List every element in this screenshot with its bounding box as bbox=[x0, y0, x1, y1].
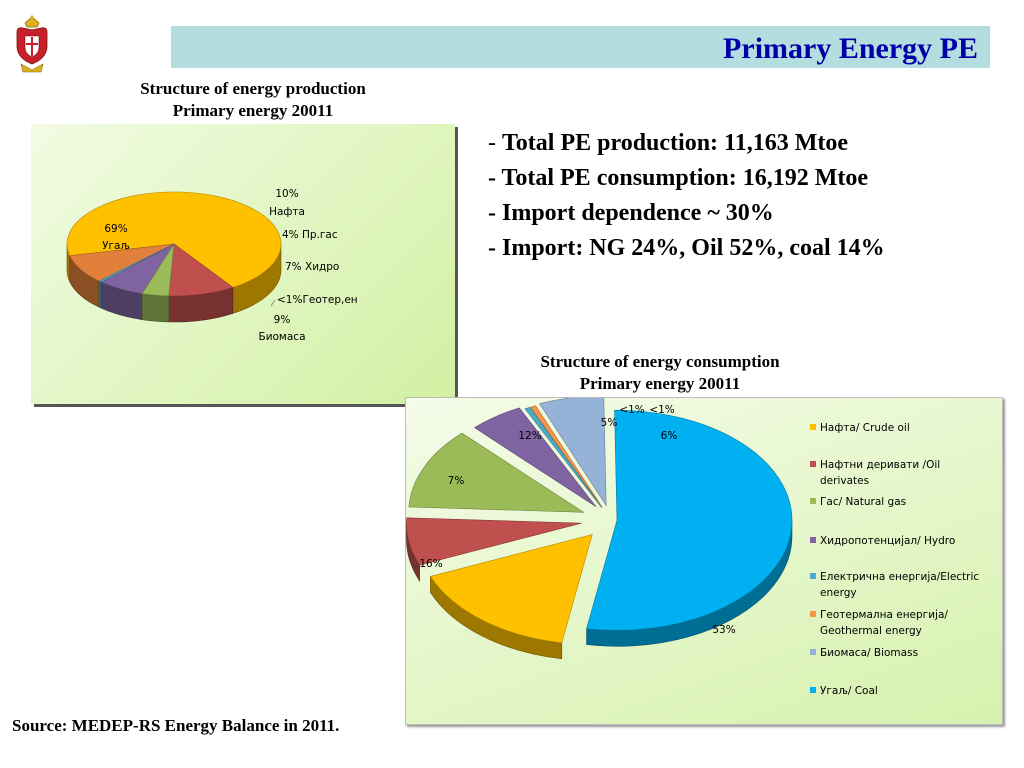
bullet-dash: - bbox=[488, 130, 502, 156]
consumption-chart-title-line2: Primary energy 20011 bbox=[579, 374, 741, 393]
label-пр-гас: 4% Пр.гас bbox=[282, 229, 338, 241]
label-pct-хидропотенцијал-hydro: 5% bbox=[601, 417, 618, 429]
slice-хидропотенцијал-hydro bbox=[473, 407, 597, 508]
legend-swatch bbox=[810, 461, 816, 467]
label-pct-биомаса-biomass: 6% bbox=[661, 430, 678, 442]
slice-пр-гас bbox=[141, 243, 175, 323]
legend-item-угаљ-coal: Угаљ/ Coal bbox=[810, 685, 878, 697]
consumption-chart-title: Structure of energy consumption Primary … bbox=[505, 351, 815, 395]
legend-text: Гас/ Natural gas bbox=[820, 496, 906, 508]
bullet-consumption: - Total PE consumption: 16,192 Mtoe bbox=[488, 165, 869, 191]
bullet-text: Total PE production: 11,163 Mtoe bbox=[502, 130, 849, 156]
label-pct-геотермална-енергија-geothermal-energy: <1% bbox=[649, 404, 674, 416]
legend-item-нафта-crude-oil: Нафта/ Crude oil bbox=[810, 422, 910, 434]
consumption-chart-title-line1: Structure of energy consumption bbox=[540, 352, 780, 371]
label-геотер-ен: <1%Геотер,ен bbox=[277, 294, 358, 306]
label-pct-угаљ: 69% bbox=[104, 223, 127, 235]
source-note: Source: MEDEP-RS Energy Balance in 2011. bbox=[12, 716, 340, 735]
production-chart-title-line2: Primary energy 20011 bbox=[172, 101, 334, 120]
legend-item-биомаса-biomass: Биомаса/ Biomass bbox=[810, 647, 918, 659]
label-name-биомаса: Биомаса bbox=[258, 331, 305, 343]
production-pie-chart: 69% Угаљ 10% Нафта 4% Пр.гас 7% Хидро <1%Геоте… bbox=[66, 188, 358, 343]
label-pct-нафтни-деривати-oil-derivates: 7% bbox=[448, 475, 465, 487]
bullet-import-dependence: - Import dependence ~ 30% bbox=[488, 200, 774, 226]
legend-text: Електрична енергија/Electric bbox=[820, 571, 979, 583]
key-figures-list: - Total PE production: 11,163 Mtoe - Tot… bbox=[488, 126, 1008, 266]
legend-text: Хидропотенцијал/ Hydro bbox=[820, 535, 955, 547]
title-bar: Primary Energy PE bbox=[171, 26, 990, 68]
legend-item-електрична-енергија-electric-energy: Електрична енергија/Electric energy bbox=[810, 571, 979, 599]
serbian-coat-of-arms-logo bbox=[16, 15, 48, 73]
production-chart-title: Structure of energy production Primary e… bbox=[108, 78, 398, 122]
legend-text: derivates bbox=[820, 475, 869, 487]
legend-text: Geothermal energy bbox=[820, 625, 922, 637]
label-pct-гас-natural-gas: 12% bbox=[518, 430, 541, 442]
label-pct-нафта: 10% bbox=[275, 188, 298, 200]
legend-swatch bbox=[810, 424, 816, 430]
bullet-production: - Total PE production: 11,163 Mtoe bbox=[488, 126, 1008, 161]
legend-swatch bbox=[810, 611, 816, 617]
page-title: Primary Energy PE bbox=[723, 32, 978, 65]
label-name-угаљ: Угаљ bbox=[102, 240, 130, 252]
legend-item-гас-natural-gas: Гас/ Natural gas bbox=[810, 496, 906, 508]
label-pct-електрична-енергија-electric-energy: <1% bbox=[619, 404, 644, 416]
slice-гас-natural-gas bbox=[408, 432, 585, 513]
production-chart-panel: 69% Угаљ 10% Нафта 4% Пр.гас 7% Хидро <1%Геоте… bbox=[31, 124, 455, 404]
slice-нафта-crude-oil bbox=[429, 534, 593, 660]
slice-нафтни-деривати-oil-derivates bbox=[406, 517, 582, 583]
slice-угаљ-coal bbox=[586, 410, 793, 647]
legend-text: Геотермална енергија/ bbox=[820, 609, 948, 621]
consumption-pie-chart: 16%7%12%5%<1% <1%6%53%Нафта/ Crude oilНаф… bbox=[406, 395, 979, 697]
legend-swatch bbox=[810, 498, 816, 504]
bullet-import-shares: - Import: NG 24%, Oil 52%, coal 14% bbox=[488, 235, 885, 261]
legend-swatch bbox=[810, 573, 816, 579]
label-хидро: 7% Хидро bbox=[285, 261, 339, 273]
leader-line bbox=[270, 299, 276, 307]
chart-legend: Нафта/ Crude oil Нафтни деривати /Oil deri… bbox=[810, 422, 979, 697]
slice-угаљ bbox=[66, 191, 282, 314]
legend-text: energy bbox=[820, 587, 857, 599]
legend-swatch bbox=[810, 537, 816, 543]
legend-text: Биомаса/ Biomass bbox=[820, 647, 918, 659]
slice-електрична-енергија-electric-energy bbox=[524, 406, 602, 508]
production-chart-title-line1: Structure of energy production bbox=[140, 79, 366, 98]
label-pct-биомаса: 9% bbox=[274, 314, 291, 326]
legend-text: Нафта/ Crude oil bbox=[820, 422, 910, 434]
label-pct-нафта-crude-oil: 16% bbox=[419, 558, 442, 570]
legend-swatch bbox=[810, 687, 816, 693]
legend-text: Угаљ/ Coal bbox=[820, 685, 878, 697]
label-pct-угаљ-coal: 53% bbox=[712, 624, 735, 636]
legend-item-нафтни-деривати-oil-derivates: Нафтни деривати /Oil derivates bbox=[810, 459, 940, 487]
legend-item-хидропотенцијал-hydro: Хидропотенцијал/ Hydro bbox=[810, 535, 955, 547]
legend-item-геотермална-енергија-geothermal-energy: Геотермална енергија/Geothermal energy bbox=[810, 609, 948, 637]
legend-swatch bbox=[810, 649, 816, 655]
slice-геотермална-енергија-geothermal-energy bbox=[530, 405, 603, 508]
label-name-нафта: Нафта bbox=[269, 206, 305, 218]
consumption-chart-panel: 16% 7% 12% 5% <1% <1% 6% 53% Нафта/ Crude oil Наф… bbox=[405, 395, 1003, 725]
legend-text: Нафтни деривати /Oil bbox=[820, 459, 940, 471]
